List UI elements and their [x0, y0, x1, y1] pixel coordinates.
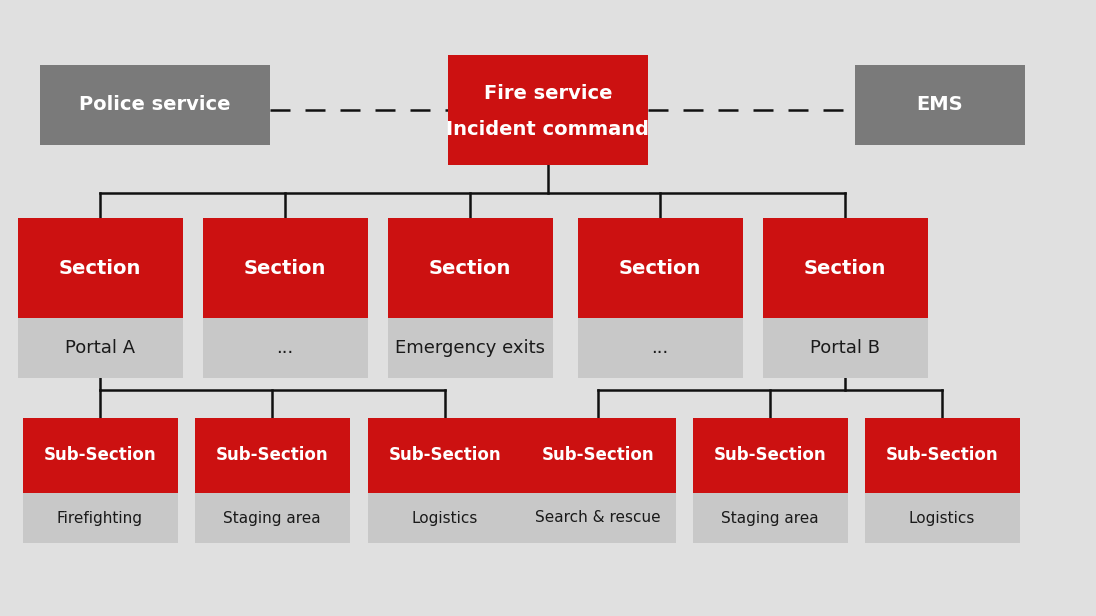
Text: Staging area: Staging area [224, 511, 321, 525]
Bar [865, 418, 1019, 493]
Bar [194, 418, 350, 493]
Text: Emergency exits: Emergency exits [395, 339, 545, 357]
Text: Sub-Section: Sub-Section [216, 447, 329, 464]
Bar [23, 493, 178, 543]
Bar [18, 318, 183, 378]
Text: Sub-Section: Sub-Section [886, 447, 998, 464]
Text: Search & rescue: Search & rescue [535, 511, 661, 525]
Bar [203, 318, 367, 378]
Text: Section: Section [243, 259, 327, 277]
Text: Section: Section [59, 259, 141, 277]
Text: Sub-Section: Sub-Section [389, 447, 501, 464]
Bar [367, 493, 523, 543]
Bar [693, 418, 847, 493]
Bar [203, 218, 367, 318]
Text: Sub-Section: Sub-Section [713, 447, 826, 464]
Text: EMS: EMS [916, 95, 963, 115]
Text: Logistics: Logistics [412, 511, 478, 525]
Text: Staging area: Staging area [721, 511, 819, 525]
Text: ...: ... [276, 339, 294, 357]
Bar [388, 218, 552, 318]
Text: Portal B: Portal B [810, 339, 880, 357]
Text: Section: Section [619, 259, 701, 277]
Bar [448, 55, 648, 165]
Text: Police service: Police service [79, 95, 231, 115]
Text: Firefighting: Firefighting [57, 511, 142, 525]
Bar [693, 493, 847, 543]
Bar [578, 318, 742, 378]
Text: Logistics: Logistics [909, 511, 975, 525]
Bar [763, 318, 927, 378]
Bar [521, 418, 675, 493]
Bar [521, 493, 675, 543]
Bar [865, 493, 1019, 543]
Text: Sub-Section: Sub-Section [541, 447, 654, 464]
Text: Fire service: Fire service [483, 84, 613, 103]
Bar [388, 318, 552, 378]
Text: Section: Section [429, 259, 511, 277]
Bar [23, 418, 178, 493]
Text: ...: ... [651, 339, 669, 357]
Text: Sub-Section: Sub-Section [44, 447, 157, 464]
Bar [39, 65, 270, 145]
Text: Portal A: Portal A [65, 339, 135, 357]
Bar [194, 493, 350, 543]
Bar [763, 218, 927, 318]
Bar [578, 218, 742, 318]
Bar [855, 65, 1025, 145]
Text: Incident command: Incident command [446, 120, 650, 139]
Text: Section: Section [803, 259, 887, 277]
Bar [367, 418, 523, 493]
Bar [18, 218, 183, 318]
